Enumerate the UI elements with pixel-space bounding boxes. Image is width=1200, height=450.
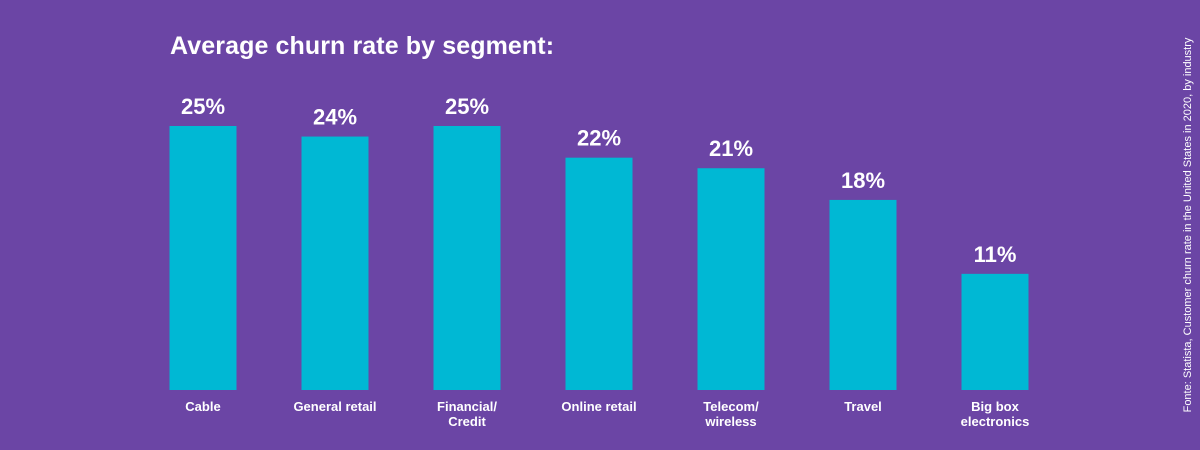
bar-3 xyxy=(565,157,633,390)
data-label-5: 18% xyxy=(841,168,885,193)
category-label-6: Big box electronics xyxy=(961,399,1030,429)
data-label-6: 11% xyxy=(974,242,1017,267)
bar-6 xyxy=(961,273,1029,390)
data-label-2: 25% xyxy=(445,94,489,119)
category-label-4: Telecom/wireless xyxy=(703,399,759,429)
bar-1 xyxy=(301,136,369,390)
data-label-0: 25% xyxy=(181,94,225,119)
data-label-3: 22% xyxy=(577,126,621,151)
category-label-5: Travel xyxy=(844,399,882,414)
data-label-1: 24% xyxy=(313,105,357,130)
bar-chart: 25% Cable 24% General retail 25% Financial/Cr… xyxy=(169,94,1030,429)
data-label-4: 21% xyxy=(709,136,753,161)
category-label-1: General retail xyxy=(293,399,376,414)
category-label-2: Financial/Credit xyxy=(437,399,497,429)
bar-0 xyxy=(169,126,237,390)
source-note: Fonte: Statista, Customer churn rate in … xyxy=(1182,37,1194,413)
chart-title: Average churn rate by segment: xyxy=(170,32,555,60)
category-label-0: Cable xyxy=(185,399,220,414)
bar-4 xyxy=(697,168,765,390)
bar-5 xyxy=(829,199,897,390)
bar-2 xyxy=(433,126,501,390)
category-label-3: Online retail xyxy=(561,399,636,414)
